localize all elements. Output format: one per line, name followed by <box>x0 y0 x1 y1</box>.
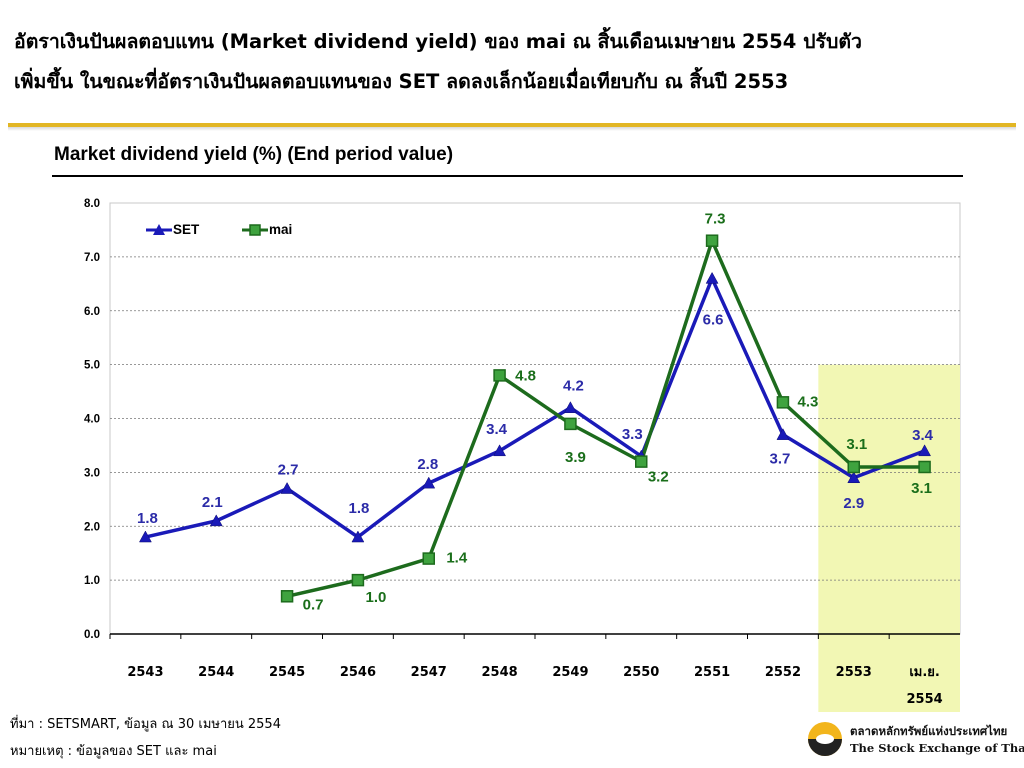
x-tick-label: 2551 <box>694 665 730 680</box>
x-tick-label: 2546 <box>340 665 376 680</box>
data-label-SET: 3.4 <box>486 421 508 438</box>
point-mai <box>493 369 506 382</box>
data-label-mai: 3.2 <box>648 469 669 486</box>
data-label-SET: 2.1 <box>202 494 223 511</box>
point-SET <box>209 514 223 527</box>
point-SET <box>705 271 719 284</box>
x-tick-label: 2545 <box>269 665 305 680</box>
point-SET <box>280 482 294 494</box>
series-line-SET <box>145 276 926 539</box>
chart-title-rule <box>52 175 963 177</box>
x-tick-label: 2549 <box>552 665 588 680</box>
point-SET <box>493 444 507 457</box>
x-tick-label: 2553 <box>836 665 872 680</box>
data-label-SET: 3.3 <box>622 426 643 443</box>
point-SET <box>563 401 577 413</box>
chart-title: Market dividend yield (%) (End period va… <box>54 144 454 165</box>
x-tick-label: 2548 <box>481 665 517 680</box>
point-mai <box>705 234 719 247</box>
data-label-mai: 3.1 <box>911 480 932 497</box>
point-mai <box>635 455 648 468</box>
highlight-band <box>818 364 960 712</box>
x-tick-label: 2554 <box>906 692 942 707</box>
data-label-mai: 3.1 <box>846 436 867 453</box>
y-tick-label: 1.0 <box>84 575 100 587</box>
divider-shadow <box>8 127 1016 131</box>
point-mai <box>564 417 577 431</box>
data-label-SET: 1.8 <box>137 510 158 527</box>
set-logo: ตลาดหลักทรัพย์แห่งประเทศไทย The Stock Ex… <box>808 718 1024 762</box>
data-label-SET: 2.7 <box>278 462 299 479</box>
point-mai <box>351 573 365 587</box>
y-tick-label: 5.0 <box>84 360 100 372</box>
point-SET <box>351 530 365 543</box>
point-mai <box>422 552 435 565</box>
point-mai <box>918 460 931 474</box>
y-tick-label: 6.0 <box>84 306 100 318</box>
remark-note: หมายเหตุ : ข้อมูลของ SET และ mai <box>10 744 217 759</box>
y-tick-label: 4.0 <box>84 414 100 426</box>
headline-line-2: เพิ่มขึ้น ในขณะที่อัตราเงินปันผลตอบแทนขอ… <box>14 70 789 93</box>
logo-thai-text: ตลาดหลักทรัพย์แห่งประเทศไทย <box>850 724 1008 738</box>
data-label-mai: 7.3 <box>705 211 726 228</box>
gold-divider <box>8 123 1016 127</box>
x-tick-label: เม.ย. <box>909 665 940 680</box>
data-label-mai: 4.8 <box>515 367 536 384</box>
data-label-SET: 3.7 <box>769 451 790 468</box>
point-mai <box>847 460 860 474</box>
data-label-SET: 3.4 <box>912 427 934 444</box>
legend-label-mai: mai <box>269 222 292 237</box>
point-SET <box>847 471 861 484</box>
source-note: ที่มา : SETSMART, ข้อมูล ณ 30 เมษายน 255… <box>10 717 281 732</box>
x-tick-label: 2547 <box>411 665 447 680</box>
x-tick-label: 2543 <box>127 665 163 680</box>
x-tick-label: 2550 <box>623 665 659 680</box>
x-tick-label: 2552 <box>765 665 801 680</box>
y-tick-label: 3.0 <box>84 467 100 479</box>
y-tick-label: 7.0 <box>84 252 100 264</box>
point-SET <box>918 444 932 457</box>
x-tick-label: 2544 <box>198 665 234 680</box>
legend-marker-mai <box>249 224 261 236</box>
point-mai <box>776 396 790 409</box>
point-SET <box>776 428 790 440</box>
data-label-mai: 1.0 <box>365 589 386 606</box>
headline-line-1: อัตราเงินปันผลตอบแทน (Market dividend yi… <box>14 30 862 53</box>
point-mai <box>280 590 294 603</box>
y-tick-label: 2.0 <box>84 521 100 533</box>
set-logo-icon <box>808 722 842 756</box>
data-label-mai: 1.4 <box>446 550 468 567</box>
data-label-SET: 4.2 <box>563 378 584 395</box>
data-label-SET: 1.8 <box>348 500 369 517</box>
y-tick-label: 8.0 <box>84 198 100 210</box>
point-SET <box>422 476 436 489</box>
y-tick-label: 0.0 <box>84 629 100 641</box>
logo-english-text: The Stock Exchange of Thailand <box>850 741 1024 755</box>
data-label-mai: 4.3 <box>797 393 818 410</box>
data-label-SET: 6.6 <box>703 311 724 328</box>
legend-marker-SET <box>153 224 165 235</box>
point-SET <box>138 530 152 543</box>
headline: อัตราเงินปันผลตอบแทน (Market dividend yi… <box>14 22 1014 102</box>
data-label-SET: 2.8 <box>417 456 438 473</box>
data-label-mai: 0.7 <box>303 596 324 613</box>
data-label-SET: 2.9 <box>843 495 864 512</box>
data-label-mai: 3.9 <box>565 449 586 466</box>
legend-label-SET: SET <box>173 222 200 237</box>
series-line-mai <box>286 238 925 598</box>
